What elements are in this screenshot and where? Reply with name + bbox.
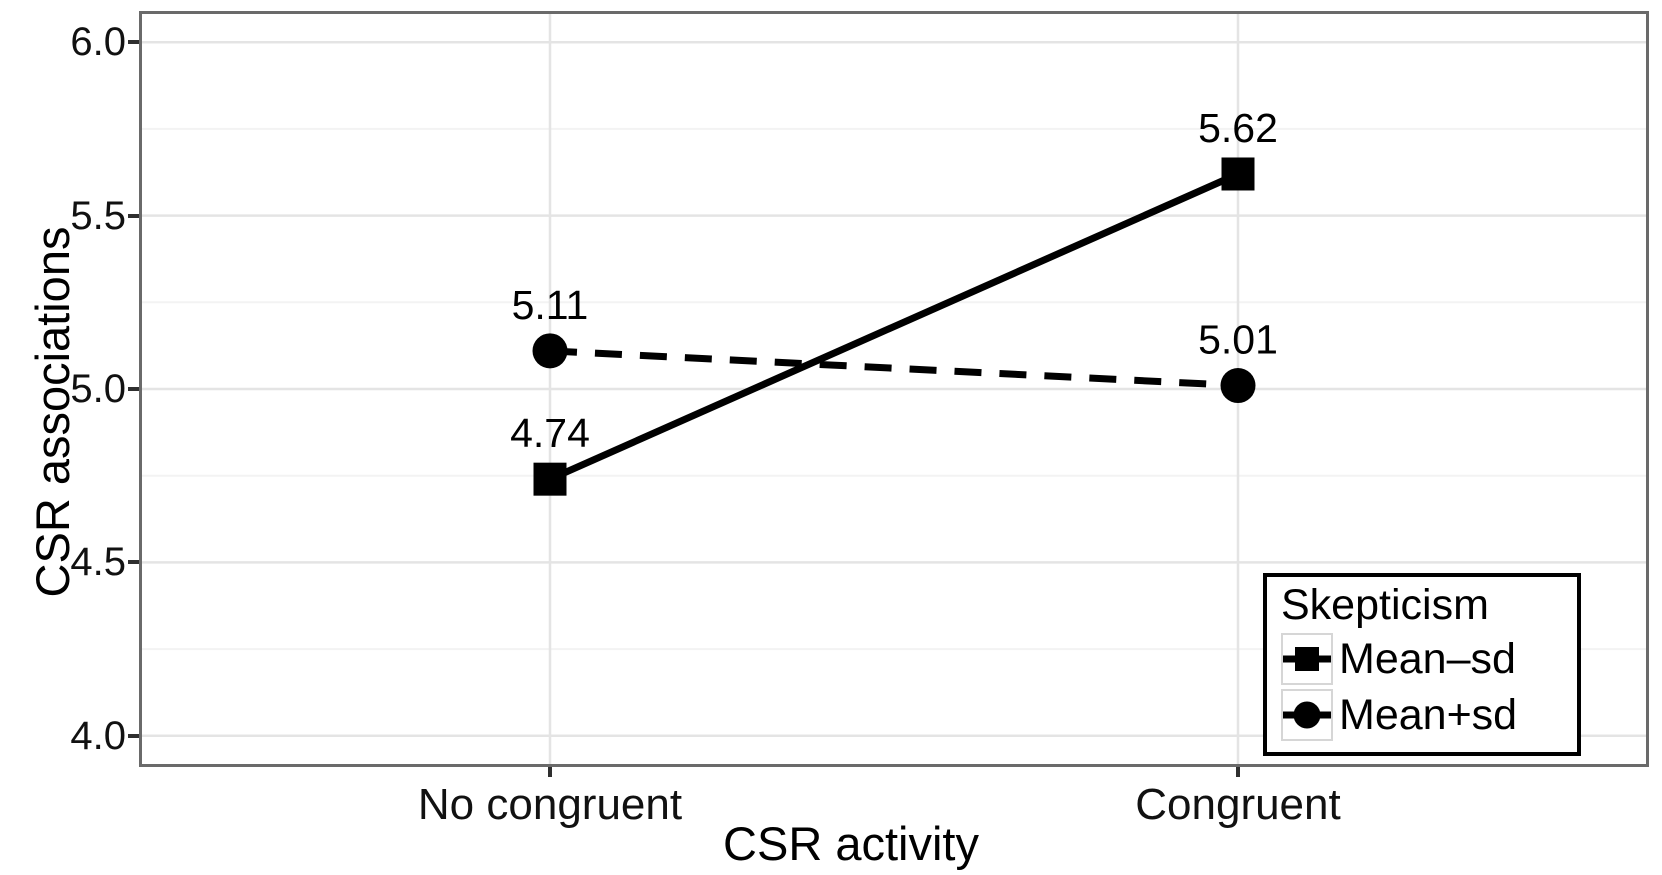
x-axis-title: CSR activity	[723, 817, 979, 870]
legend-label-mean-minus-sd: Mean–sd	[1339, 634, 1516, 683]
circle-marker	[1220, 368, 1256, 404]
legend-title: Skepticism	[1281, 581, 1489, 629]
x-tick-label: Congruent	[1135, 780, 1341, 829]
x-tick-mark	[548, 767, 552, 777]
legend-key-circle-icon	[1281, 689, 1333, 741]
legend-label-mean-plus-sd: Mean+sd	[1339, 690, 1518, 739]
data-label: 5.62	[1198, 105, 1278, 151]
square-marker	[533, 462, 567, 496]
legend-key-square-icon	[1281, 633, 1333, 685]
x-tick-label: No congruent	[417, 780, 683, 829]
y-tick-label: 4.5	[70, 540, 126, 585]
series-line-solid	[548, 170, 1240, 483]
y-tick-mark	[128, 387, 139, 391]
y-tick-mark	[128, 560, 139, 565]
legend-item-mean-plus-sd: Mean+sd	[1281, 687, 1569, 743]
data-label: 5.01	[1198, 317, 1278, 363]
y-tick-mark	[128, 733, 139, 738]
y-tick-label: 6.0	[70, 20, 126, 65]
circle-marker	[532, 333, 568, 369]
series-line-dashed	[549, 347, 1239, 390]
x-tick-mark	[1236, 767, 1240, 777]
data-label: 4.74	[510, 410, 590, 456]
plot-canvas: 4.74 5.62 5.11 5.01	[139, 11, 1649, 767]
legend-key-glyph	[1293, 701, 1321, 729]
data-label: 5.11	[512, 282, 589, 328]
y-tick-label: 5.0	[70, 367, 126, 411]
square-marker	[1221, 157, 1255, 191]
legend-key-glyph	[1295, 647, 1319, 671]
y-tick-mark	[128, 40, 139, 45]
legend: Skepticism Mean–sd Mean+sd	[1263, 573, 1581, 756]
y-tick-label: 4.0	[70, 713, 126, 758]
legend-item-mean-minus-sd: Mean–sd	[1281, 631, 1569, 687]
y-tick-label: 5.5	[70, 193, 126, 238]
y-tick-mark	[128, 213, 139, 218]
